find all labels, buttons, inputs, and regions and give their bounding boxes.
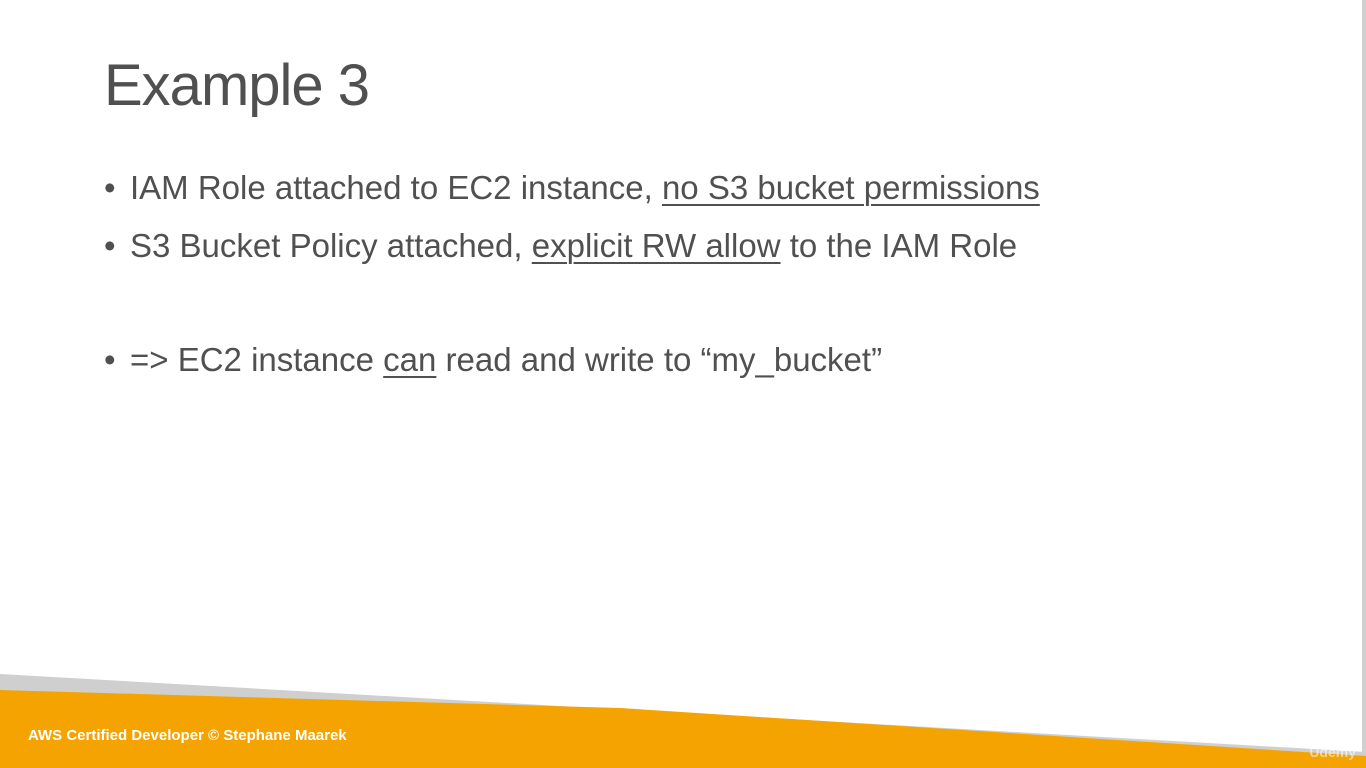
slide-edge-divider — [1362, 0, 1366, 768]
footer-shadow-stripe — [0, 674, 1366, 768]
footer-copyright: AWS Certified Developer © Stephane Maare… — [28, 727, 347, 744]
bullet-text: IAM Role attached to EC2 instance, — [130, 169, 662, 206]
bullet-text: => EC2 instance — [130, 341, 384, 378]
bullet-item-policy: • S3 Bucket Policy attached, explicit RW… — [104, 218, 1040, 276]
bullet-item-role: • IAM Role attached to EC2 instance, no … — [104, 160, 1040, 218]
bullet-marker: • — [104, 227, 116, 264]
bullet-item-conclusion: • => EC2 instance can read and write to … — [104, 332, 1040, 390]
bullet-marker: • — [104, 341, 116, 378]
bullet-emphasis: no S3 bucket permissions — [661, 169, 1040, 206]
udemy-watermark: Ûdemy — [1309, 744, 1356, 760]
bullet-emphasis: explicit RW allow — [531, 227, 781, 264]
bullet-emphasis: can — [383, 341, 437, 378]
bullet-marker: • — [104, 169, 116, 206]
bullet-list: • IAM Role attached to EC2 instance, no … — [104, 160, 1040, 390]
slide-title: Example 3 — [104, 53, 370, 118]
bullet-text: S3 Bucket Policy attached, — [130, 227, 532, 264]
bullet-text: to the IAM Role — [780, 227, 1018, 264]
bullet-text: read and write to “my_bucket” — [436, 341, 883, 378]
